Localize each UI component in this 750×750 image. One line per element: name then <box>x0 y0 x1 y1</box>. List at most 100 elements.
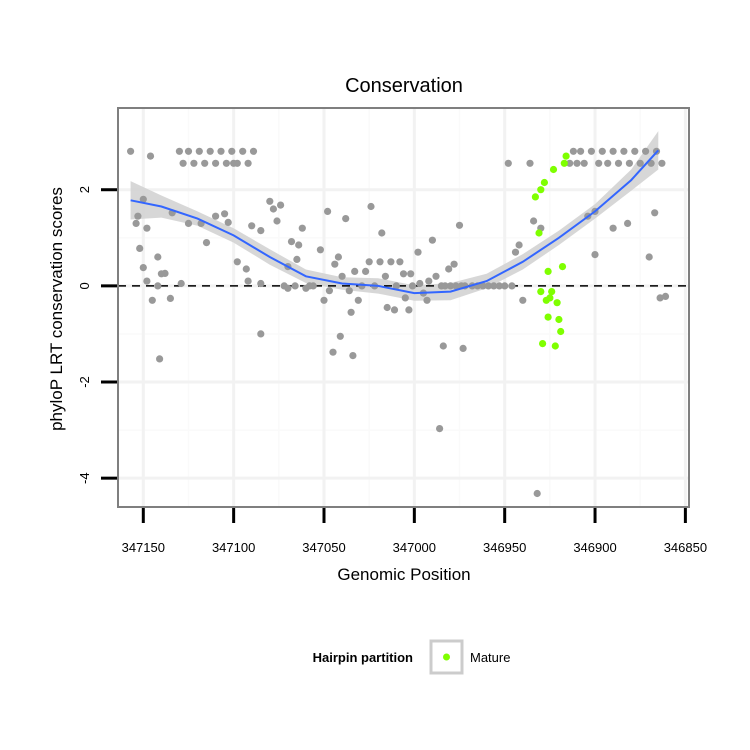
x-tick-label: 347100 <box>212 540 255 555</box>
point-other <box>132 219 140 227</box>
data-points <box>127 147 670 498</box>
point-other <box>530 217 538 225</box>
point-other <box>295 241 303 249</box>
point-other <box>347 308 355 316</box>
point-other <box>441 282 449 290</box>
smooth-line-group <box>130 149 660 295</box>
point-other <box>345 287 353 295</box>
point-other <box>287 238 296 246</box>
point-other <box>399 270 408 278</box>
point-other <box>577 147 585 155</box>
point-other <box>515 241 523 249</box>
x-tick-label: 346850 <box>664 540 707 555</box>
point-other <box>533 489 541 498</box>
point-other <box>242 265 250 273</box>
point-other <box>423 296 431 304</box>
y-tick-label: 0 <box>77 282 92 289</box>
point-other <box>179 159 187 167</box>
point-other <box>408 282 417 290</box>
point-other <box>277 201 285 209</box>
point-other <box>139 264 147 272</box>
point-other <box>636 159 644 167</box>
x-tick-label: 347000 <box>393 540 436 555</box>
smooth-trend-line <box>130 149 660 295</box>
point-other <box>244 277 252 285</box>
point-other <box>609 147 617 155</box>
point-mature <box>548 288 556 296</box>
point-other <box>439 342 447 350</box>
point-other <box>401 294 409 302</box>
point-other <box>569 147 578 155</box>
point-other <box>156 355 164 363</box>
point-other <box>269 205 277 213</box>
point-other <box>658 159 666 167</box>
y-tick-label: -2 <box>77 376 92 388</box>
point-other <box>217 147 225 155</box>
point-other <box>508 282 516 290</box>
point-other <box>645 253 653 261</box>
point-other <box>614 159 623 167</box>
point-other <box>573 159 581 167</box>
point-other <box>331 260 339 268</box>
point-mature <box>544 313 552 321</box>
point-other <box>233 258 241 266</box>
point-other <box>148 296 156 304</box>
point-other <box>416 279 424 288</box>
point-other <box>134 212 142 220</box>
point-other <box>212 212 220 220</box>
point-other <box>316 246 324 254</box>
chart-title: Conservation <box>345 75 463 97</box>
point-mature <box>562 152 570 160</box>
point-other <box>257 330 265 338</box>
point-other <box>484 282 492 290</box>
point-other <box>490 282 498 290</box>
point-other <box>154 282 162 290</box>
legend: Hairpin partition Mature <box>313 639 510 675</box>
point-other <box>184 147 193 155</box>
point-other <box>273 217 281 225</box>
point-other <box>405 306 413 314</box>
point-other <box>661 292 670 300</box>
point-other <box>248 222 256 230</box>
point-other <box>383 303 391 312</box>
point-other <box>436 425 444 433</box>
point-other <box>166 294 174 302</box>
point-mature <box>544 267 552 275</box>
point-other <box>387 258 395 266</box>
point-other <box>221 210 229 218</box>
point-other <box>580 159 588 167</box>
point-other <box>266 197 274 205</box>
point-other <box>392 282 400 290</box>
point-mature <box>546 294 554 302</box>
point-other <box>459 344 467 352</box>
point-other <box>249 147 258 155</box>
x-tick-label: 347150 <box>122 540 165 555</box>
point-other <box>566 159 574 167</box>
point-other <box>598 147 606 155</box>
point-other <box>428 236 436 244</box>
point-other <box>414 248 422 256</box>
point-mature <box>539 340 547 348</box>
point-other <box>230 159 238 167</box>
plot-panel-border <box>117 107 690 508</box>
point-other <box>378 229 386 237</box>
point-other <box>349 352 357 360</box>
point-other <box>175 147 183 155</box>
point-other <box>257 227 265 235</box>
point-other <box>143 277 151 285</box>
point-mature <box>537 288 545 296</box>
legend-key-mature-point <box>443 653 450 661</box>
point-other <box>309 282 317 290</box>
legend-label-mature: Mature <box>470 650 510 665</box>
point-other <box>511 248 520 256</box>
point-other <box>154 253 162 261</box>
point-other <box>432 272 440 280</box>
point-other <box>587 147 596 155</box>
point-other <box>425 277 433 285</box>
point-other <box>624 219 632 227</box>
point-mature <box>537 186 545 194</box>
point-other <box>501 282 509 290</box>
point-other <box>450 260 458 268</box>
point-other <box>526 159 534 167</box>
